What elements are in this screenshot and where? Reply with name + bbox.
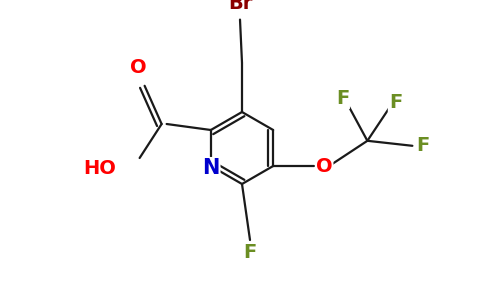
Text: HO: HO: [84, 160, 117, 178]
Text: O: O: [130, 58, 147, 77]
Text: F: F: [389, 93, 402, 112]
Text: F: F: [336, 89, 349, 108]
Text: N: N: [202, 158, 220, 178]
Text: O: O: [316, 157, 333, 175]
Text: Br: Br: [228, 0, 252, 13]
Text: F: F: [416, 136, 429, 155]
Text: F: F: [243, 244, 257, 262]
